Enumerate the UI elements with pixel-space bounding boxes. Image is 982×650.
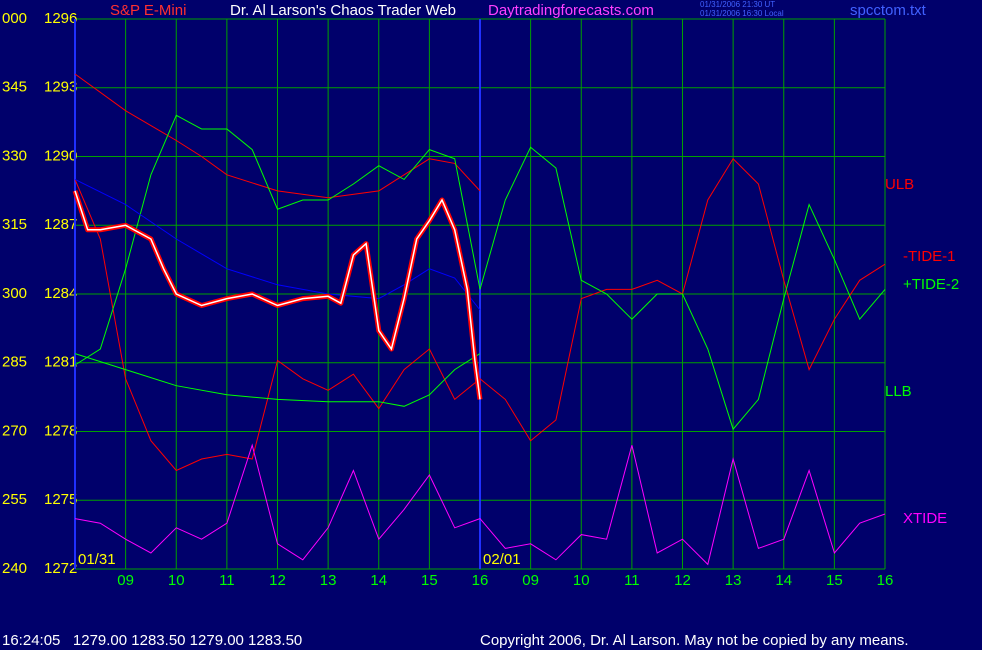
x-tick-label: 11 — [624, 572, 640, 589]
x-tick-label: 10 — [573, 572, 590, 589]
status-bar: 16:24:05 1279.00 1283.50 1279.00 1283.50 — [2, 632, 302, 649]
copyright: Copyright 2006, Dr. Al Larson. May not b… — [480, 632, 909, 649]
price-line-highlight — [74, 190, 481, 400]
x-tick-label: 11 — [219, 572, 235, 589]
date-label: 02/01 — [483, 551, 521, 568]
x-tick-label: 10 — [168, 572, 185, 589]
y2-tick-label: 300 — [2, 285, 27, 302]
y-tick-label: 1296 — [44, 10, 77, 27]
y-tick-label: 1290 — [44, 147, 77, 164]
x-tick-label: 12 — [674, 572, 691, 589]
date-label: 01/31 — [78, 551, 116, 568]
y-tick-label: 1281 — [44, 354, 77, 371]
legend-label: ULB — [885, 176, 914, 193]
series-line — [74, 157, 886, 472]
y-tick-label: 1275 — [44, 491, 77, 508]
file-name: spcctom.txt — [850, 2, 927, 19]
x-tick-label: 09 — [522, 572, 539, 589]
y2-tick-label: 240 — [2, 560, 27, 577]
legend-label: XTIDE — [903, 510, 947, 527]
site: Daytradingforecasts.com — [488, 2, 654, 19]
y-tick-label: 1278 — [44, 422, 77, 439]
y-tick-label: 1284 — [44, 285, 77, 302]
x-tick-label: 16 — [472, 572, 489, 589]
legend-label: LLB — [885, 383, 912, 400]
series-line — [74, 114, 886, 431]
x-tick-label: 14 — [370, 572, 387, 589]
y2-tick-label: 330 — [2, 147, 27, 164]
y2-tick-label: 270 — [2, 422, 27, 439]
y2-tick-label: 285 — [2, 354, 27, 371]
x-tick-label: 12 — [269, 572, 286, 589]
timestamp: 01/31/2006 16:30 Local — [700, 9, 784, 18]
y2-tick-label: 000 — [2, 10, 27, 27]
instrument: S&P E-Mini — [110, 2, 186, 19]
timestamp: 01/31/2006 21:30 UT — [700, 0, 775, 9]
x-tick-label: 16 — [877, 572, 894, 589]
y2-tick-label: 255 — [2, 491, 27, 508]
y2-tick-label: 345 — [2, 79, 27, 96]
y-tick-label: 1272 — [44, 560, 77, 577]
x-tick-label: 13 — [725, 572, 742, 589]
series-line — [74, 353, 481, 407]
y-tick-label: 1293 — [44, 79, 77, 96]
y2-tick-label: 315 — [2, 216, 27, 233]
chart-title: Dr. Al Larson's Chaos Trader Web — [230, 2, 456, 19]
x-tick-label: 15 — [421, 572, 438, 589]
x-tick-label: 09 — [117, 572, 134, 589]
y-tick-label: 1287 — [44, 216, 77, 233]
legend-label: +TIDE-2 — [903, 276, 959, 293]
series-line — [74, 443, 886, 566]
legend-label: -TIDE-1 — [903, 248, 956, 265]
x-tick-label: 15 — [826, 572, 843, 589]
x-tick-label: 13 — [320, 572, 337, 589]
x-tick-label: 14 — [775, 572, 792, 589]
